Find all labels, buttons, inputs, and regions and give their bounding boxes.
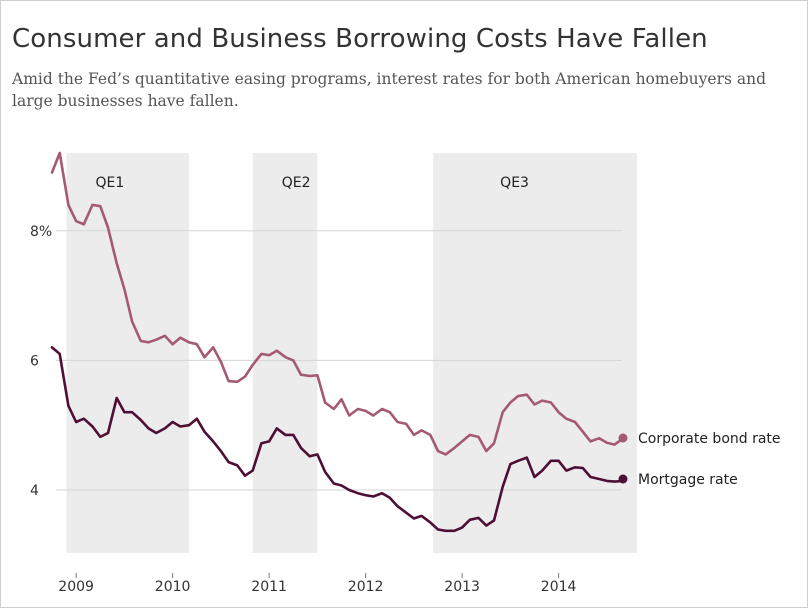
qe-band-qe3 xyxy=(433,153,637,553)
qe-bands: QE1 QE2 QE3 xyxy=(66,153,637,553)
legend: Corporate bond rate Mortgage rate xyxy=(618,431,781,488)
chart-title: Consumer and Business Borrowing Costs Ha… xyxy=(12,24,708,54)
series-line-mortgage-rate xyxy=(50,346,625,533)
qe-label-qe3: QE3 xyxy=(500,175,529,191)
series-end-marker-corporate-bond-rate xyxy=(618,433,628,443)
series-end-marker-mortgage-rate xyxy=(618,474,628,484)
series-lines xyxy=(50,151,625,533)
x-tick-label: 2010 xyxy=(155,579,191,595)
y-tick-label: 4 xyxy=(30,483,39,499)
x-tick-label: 2009 xyxy=(58,579,94,595)
gridlines xyxy=(56,230,622,491)
qe-label-qe2: QE2 xyxy=(282,175,311,191)
y-tick-label: 6 xyxy=(30,353,39,369)
qe-band-qe1 xyxy=(66,153,190,553)
qe-label-qe1: QE1 xyxy=(95,175,124,191)
chart-subtitle: Amid the Fed’s quantitative easing progr… xyxy=(12,70,767,110)
x-tick-label: 2013 xyxy=(444,579,480,595)
x-axis: 2009 2010 2011 2012 2013 2014 xyxy=(58,573,577,595)
x-tick-label: 2014 xyxy=(541,579,577,595)
legend-label-corporate-bond-rate: Corporate bond rate xyxy=(638,431,781,447)
series-line-corporate-bond-rate xyxy=(50,151,625,456)
x-tick-label: 2012 xyxy=(348,579,384,595)
y-tick-label: 8% xyxy=(30,224,52,240)
x-tick-label: 2011 xyxy=(251,579,287,595)
legend-label-mortgage-rate: Mortgage rate xyxy=(638,472,738,488)
y-axis: 8% 6 4 xyxy=(30,224,52,499)
